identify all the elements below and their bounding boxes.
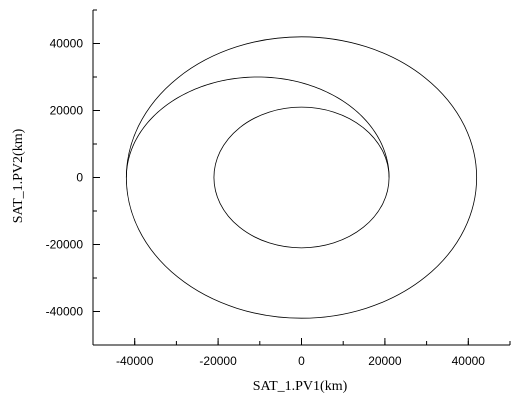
x-tick-label: -40000 xyxy=(116,354,154,368)
x-tick-label: 0 xyxy=(298,354,305,368)
plot-area xyxy=(125,36,478,319)
y-tick-label: -20000 xyxy=(46,238,84,252)
y-tick-label: -40000 xyxy=(46,305,84,319)
y-axis-title: SAT_1.PV2(km) xyxy=(11,128,26,223)
x-axis: -40000 -20000 0 20000 40000 xyxy=(92,338,511,368)
y-tick-label: 40000 xyxy=(50,37,84,51)
inner-orbit-line xyxy=(213,106,390,249)
x-axis-title: SAT_1.PV1(km) xyxy=(253,379,348,394)
x-tick-label: 40000 xyxy=(452,354,486,368)
outer-orbit-line xyxy=(125,36,478,319)
x-tick-label: -20000 xyxy=(199,354,237,368)
y-tick-label: 20000 xyxy=(50,104,84,118)
y-axis: -40000 -20000 0 20000 40000 xyxy=(46,9,100,346)
transfer-orbit-line xyxy=(125,76,390,178)
x-tick-label: 20000 xyxy=(368,354,402,368)
y-tick-label: 0 xyxy=(76,171,83,185)
